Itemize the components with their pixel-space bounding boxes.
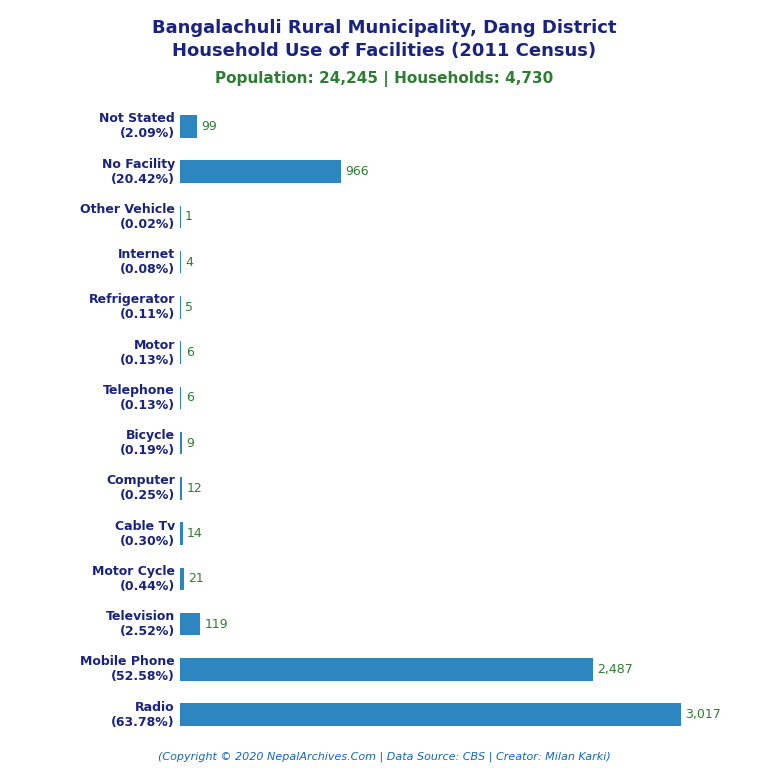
Text: 9: 9 <box>186 437 194 449</box>
Bar <box>180 386 181 409</box>
Text: Household Use of Facilities (2011 Census): Household Use of Facilities (2011 Census… <box>172 42 596 60</box>
Bar <box>180 161 341 183</box>
Bar <box>180 341 181 364</box>
Bar <box>180 296 181 319</box>
Text: 14: 14 <box>187 527 203 540</box>
Bar <box>180 522 183 545</box>
Text: Bangalachuli Rural Municipality, Dang District: Bangalachuli Rural Municipality, Dang Di… <box>152 19 616 37</box>
Text: 6: 6 <box>186 346 194 359</box>
Text: 5: 5 <box>185 301 194 314</box>
Bar <box>180 477 183 500</box>
Text: 1: 1 <box>185 210 193 223</box>
Bar <box>180 115 197 137</box>
Bar <box>180 703 681 726</box>
Text: Population: 24,245 | Households: 4,730: Population: 24,245 | Households: 4,730 <box>215 71 553 87</box>
Text: 119: 119 <box>204 617 228 631</box>
Text: 3,017: 3,017 <box>686 708 721 721</box>
Text: 6: 6 <box>186 392 194 404</box>
Text: 4: 4 <box>185 256 194 269</box>
Bar <box>180 613 200 635</box>
Text: 12: 12 <box>187 482 203 495</box>
Text: (Copyright © 2020 NepalArchives.Com | Data Source: CBS | Creator: Milan Karki): (Copyright © 2020 NepalArchives.Com | Da… <box>157 751 611 762</box>
Text: 99: 99 <box>201 120 217 133</box>
Bar <box>180 432 182 455</box>
Text: 2,487: 2,487 <box>598 663 634 676</box>
Text: 21: 21 <box>188 572 204 585</box>
Bar <box>180 568 184 590</box>
Bar <box>180 658 594 680</box>
Text: 966: 966 <box>345 165 369 178</box>
